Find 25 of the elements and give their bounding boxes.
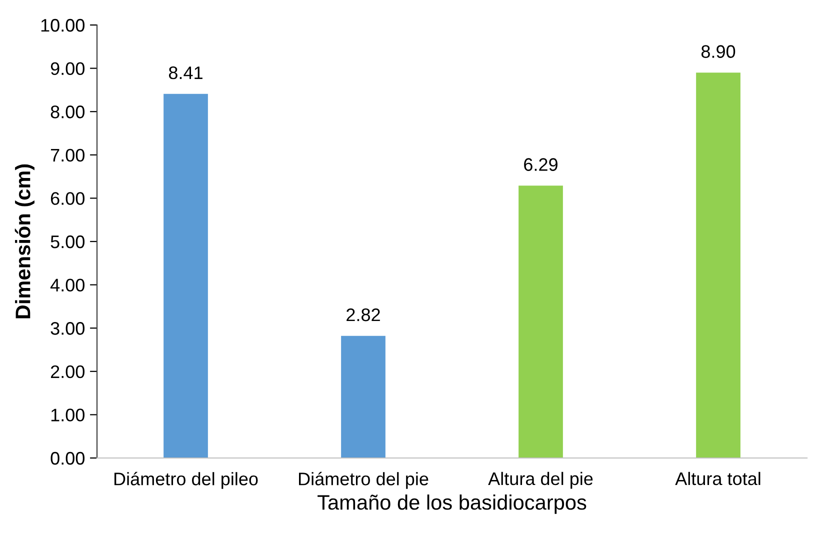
x-axis-title: Tamaño de los basidiocarpos [318, 494, 586, 514]
y-tick-label: 4.00 [50, 278, 84, 292]
data-label: 6.29 [524, 158, 558, 171]
data-label: 8.90 [701, 45, 736, 58]
y-tick-label: 0.00 [50, 452, 84, 465]
y-tick-label: 5.00 [50, 235, 84, 248]
bar [341, 336, 386, 458]
x-tick-label: Diámetro del pie [299, 472, 428, 489]
data-label: 8.41 [168, 66, 202, 80]
y-tick-label: 6.00 [50, 192, 84, 205]
x-tick-label: Altura del pie [488, 472, 593, 489]
bar [696, 72, 740, 458]
x-tick-label: Diámetro del pileo [114, 472, 258, 489]
y-tick-label: 10.00 [41, 18, 84, 32]
y-tick-label: 3.00 [50, 322, 84, 335]
y-tick-label: 2.00 [50, 365, 84, 378]
y-axis-title: Dimensión (cm) [14, 164, 34, 318]
x-tick-label: Altura total [675, 472, 760, 486]
y-tick-label: 8.00 [50, 106, 84, 118]
data-label: 2.82 [346, 308, 380, 322]
y-tick-label: 7.00 [50, 148, 84, 162]
bar [518, 186, 563, 458]
y-tick-label: 9.00 [50, 62, 84, 76]
y-tick-label: 1.00 [51, 408, 84, 422]
bar [164, 94, 208, 458]
